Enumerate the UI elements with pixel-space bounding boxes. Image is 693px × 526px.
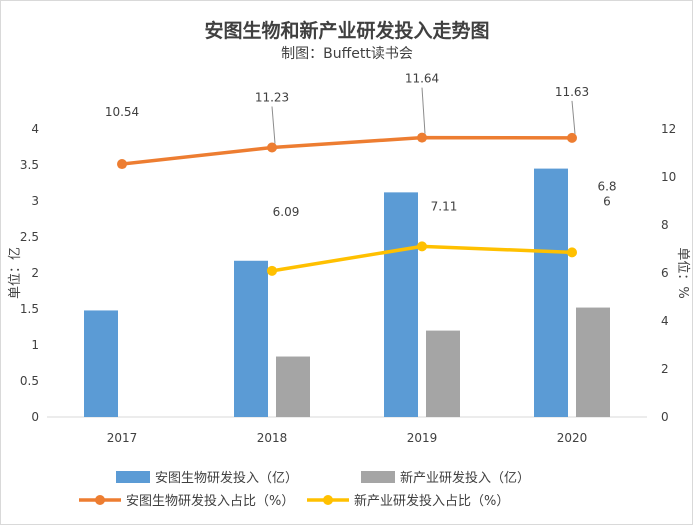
- legend-label: 安图生物研发投入占比（%）: [126, 493, 294, 509]
- legend-label: 新产业研发投入（亿）: [400, 470, 530, 486]
- data-label-leader: [271, 106, 276, 144]
- bar-antu: [84, 310, 118, 417]
- y-left-tick-label: 1.5: [20, 302, 39, 316]
- y-right-tick-label: 8: [661, 218, 669, 232]
- y-left-axis-title: 单位：亿: [8, 247, 23, 299]
- y-left-tick-label: 2.5: [20, 230, 39, 244]
- line-xinchanye-ratio-point: [267, 265, 277, 276]
- y-right-tick-label: 4: [661, 314, 669, 328]
- y-left-tick-label: 1: [31, 338, 39, 352]
- legend-label: 新产业研发投入占比（%）: [354, 493, 509, 509]
- bar-xinchanye: [426, 330, 460, 417]
- data-label: 11.23: [255, 90, 289, 104]
- line-antu-ratio: [121, 135, 573, 166]
- y-right-tick-label: 10: [661, 170, 676, 184]
- legend-swatch: [116, 471, 150, 483]
- line-antu-ratio-point: [567, 132, 577, 143]
- data-label: 6.8 6: [597, 179, 616, 208]
- bar-xinchanye: [276, 356, 310, 417]
- bar-antu: [384, 192, 418, 417]
- y-right-axis-title: 单位：%: [675, 247, 690, 298]
- y-right-tick-label: 2: [661, 362, 669, 376]
- x-category-label: 2017: [107, 431, 138, 445]
- line-antu-ratio-point: [417, 132, 427, 143]
- bar-xinchanye: [576, 307, 610, 417]
- y-left-tick-label: 3.5: [20, 158, 39, 172]
- chart-title: 安图生物和新产业研发投入走势图: [204, 19, 489, 42]
- x-category-label: 2018: [257, 431, 288, 445]
- line-xinchanye-ratio-point: [417, 241, 427, 252]
- y-right-tick-label: 6: [661, 266, 669, 280]
- data-label: 10.54: [105, 105, 139, 119]
- legend-swatch: [361, 471, 395, 483]
- y-right-tick-label: 12: [661, 122, 676, 136]
- legend-label: 安图生物研发投入（亿）: [155, 470, 298, 486]
- data-label-leader: [571, 100, 576, 134]
- legend-swatch-marker: [95, 495, 105, 505]
- data-label-leader: [421, 87, 426, 134]
- y-left-tick-label: 4: [31, 122, 39, 136]
- chart-subtitle: 制图：Buffett读书会: [281, 45, 413, 62]
- x-category-label: 2020: [557, 431, 588, 445]
- bar-antu: [234, 260, 268, 417]
- y-left-tick-label: 3: [31, 194, 39, 208]
- data-label: 7.11: [431, 199, 458, 213]
- line-xinchanye-ratio-point: [567, 247, 577, 258]
- data-label: 11.64: [405, 72, 439, 86]
- bar-antu: [534, 168, 568, 417]
- y-left-tick-label: 0.5: [20, 374, 39, 388]
- line-antu-ratio-point: [267, 142, 277, 153]
- line-antu-ratio-point: [117, 159, 127, 170]
- y-left-tick-label: 2: [31, 266, 39, 280]
- plot-area: 0 0.5 1 1.5 2 2.5 3 3.5 4 0 2 4 6 8 10 12 单位：亿 单位：% 2017 20…: [8, 72, 690, 445]
- legend: 安图生物研发投入（亿） 新产业研发投入（亿） 安图生物研发投入占比（%） 新产业研发投…: [79, 470, 530, 509]
- y-left-tick-label: 0: [31, 410, 39, 424]
- x-category-label: 2019: [407, 431, 438, 445]
- y-right-tick-label: 0: [661, 410, 669, 424]
- data-label: 11.63: [555, 85, 589, 99]
- data-label: 6.09: [273, 205, 300, 219]
- legend-swatch-marker: [323, 495, 333, 505]
